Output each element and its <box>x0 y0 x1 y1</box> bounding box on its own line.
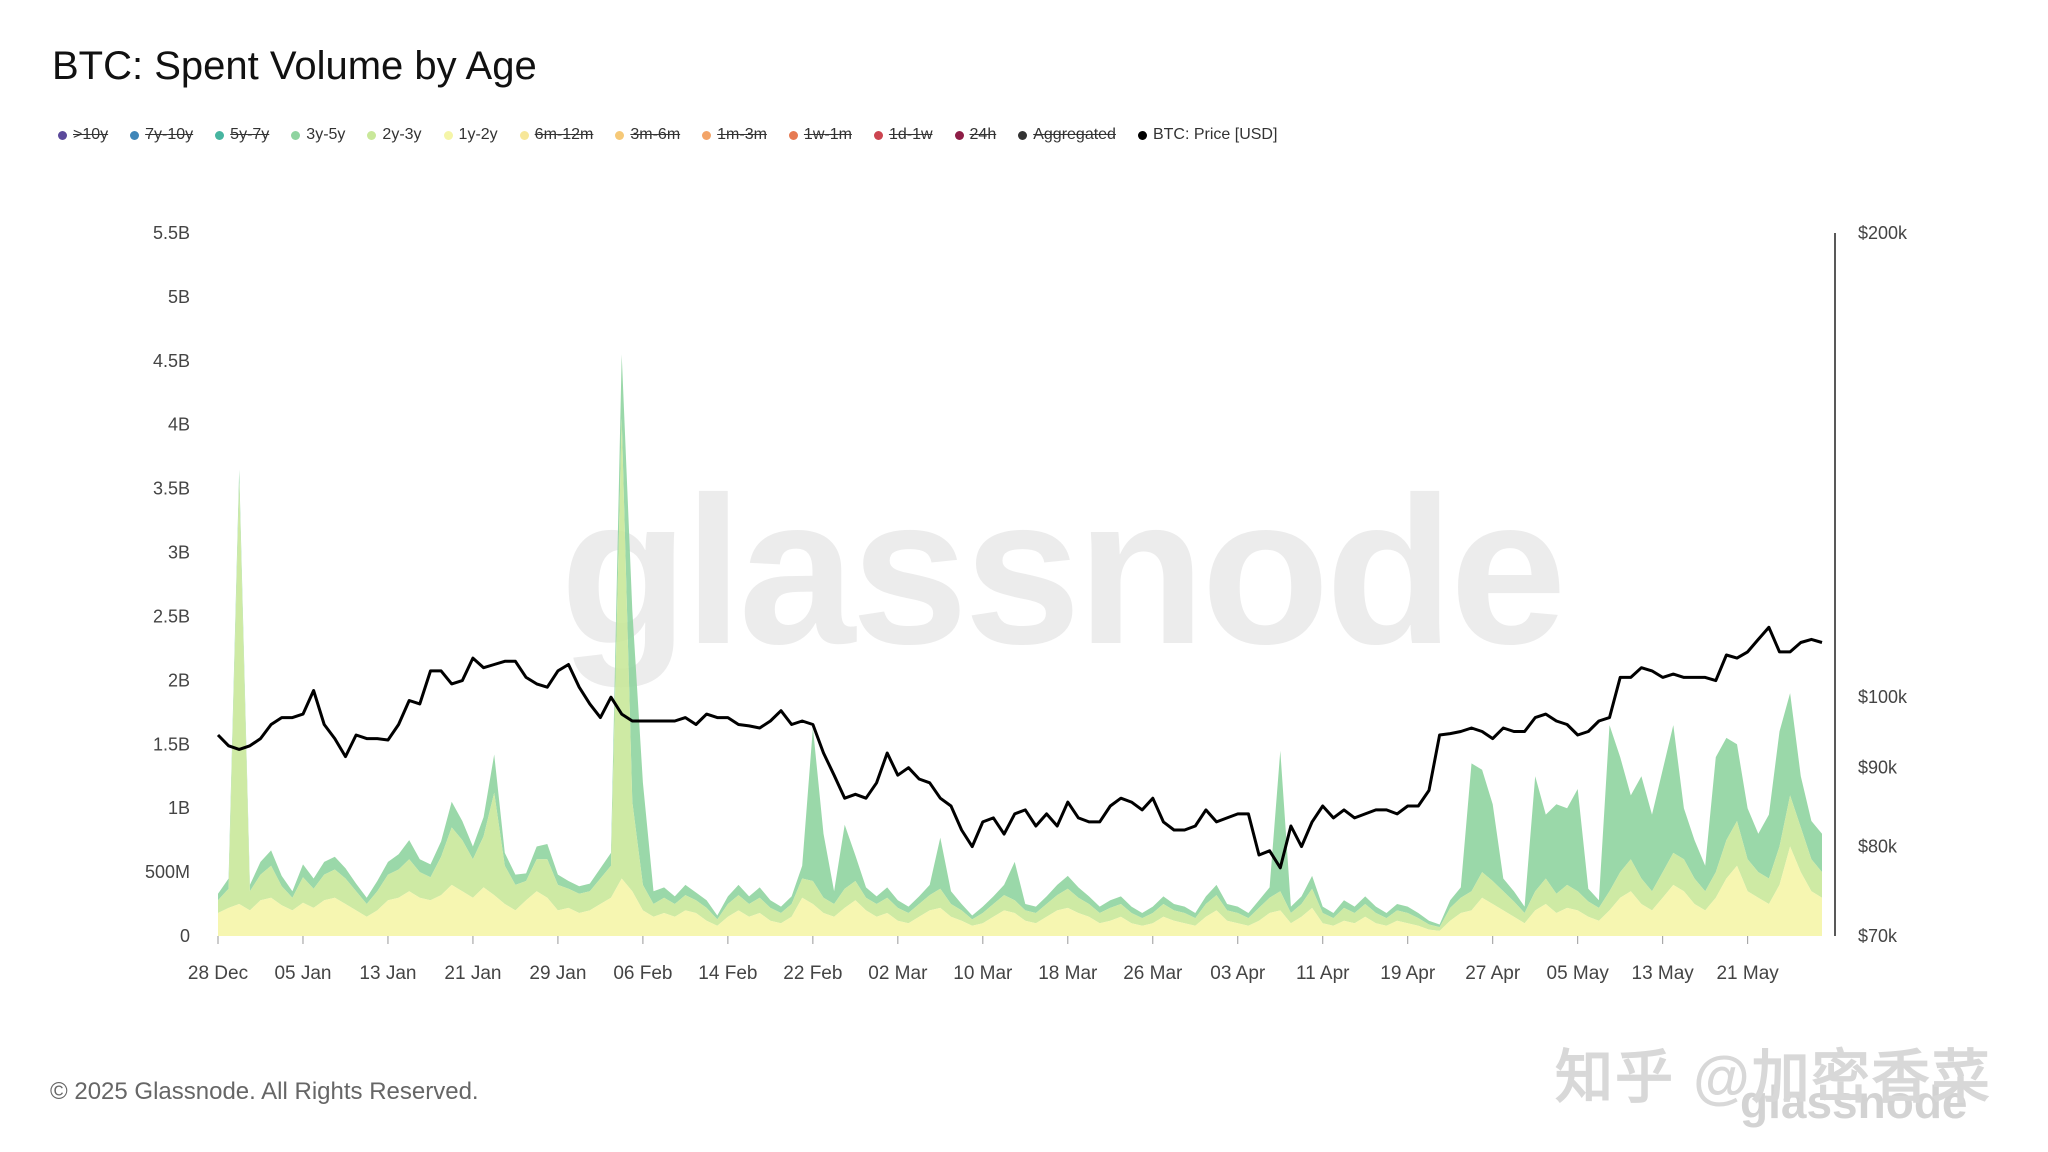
area-series-2y-3y <box>218 418 1822 931</box>
x-tick-label: 10 Mar <box>953 963 1013 984</box>
y-left-tick-label: 500M <box>145 862 190 882</box>
y-right-tick-label: $200k <box>1858 223 1908 243</box>
legend-label: 1m-3m <box>717 126 767 143</box>
legend-label: 1w-1m <box>803 126 852 143</box>
legend-dot-icon <box>1137 130 1147 140</box>
x-tick-label: 27 Apr <box>1465 963 1521 984</box>
legend-label: 3y-5y <box>306 126 346 143</box>
legend-item[interactable]: 3y-5y <box>291 126 345 144</box>
legend-item[interactable]: >10y <box>58 126 108 144</box>
legend-dot-icon <box>702 130 712 140</box>
y-right-tick-label: $80k <box>1858 837 1898 857</box>
y-left-tick-label: 2B <box>168 670 190 690</box>
x-tick-label: 26 Mar <box>1123 963 1183 984</box>
right-axis: $70k $80k $90k $100k $200k <box>1834 223 1908 946</box>
legend-dot-icon <box>954 130 964 140</box>
y-right-tick-label: $90k <box>1858 758 1898 778</box>
left-axis: 0 500M 1B 1.5B 2B 2.5B 3B 3.5B 4B 4.5B 5B 5.5B <box>145 223 190 946</box>
y-right-tick-label: $70k <box>1858 926 1898 946</box>
x-tick-label: 21 Jan <box>444 963 501 984</box>
x-tick-label: 02 Mar <box>868 963 928 984</box>
y-left-tick-label: 4.5B <box>153 351 190 371</box>
legend-label: 5y-7y <box>230 126 270 143</box>
y-right-tick-label: $100k <box>1858 687 1908 707</box>
x-tick-label: 14 Feb <box>698 963 757 984</box>
legend-item[interactable]: 3m-6m <box>615 126 680 144</box>
legend-dot-icon <box>615 130 625 140</box>
legend-dot-icon <box>58 130 67 140</box>
area-series-group <box>218 354 1822 936</box>
legend-item[interactable]: Aggregated <box>1018 126 1116 144</box>
x-tick-label: 13 May <box>1632 963 1695 984</box>
y-left-tick-label: 2.5B <box>153 606 190 626</box>
legend-item[interactable]: 7y-10y <box>130 126 193 144</box>
legend-dot-icon <box>443 130 453 140</box>
legend-item[interactable]: 1y-2y <box>443 126 498 144</box>
x-axis: 28 Dec 05 Jan 13 Jan 21 Jan 29 Jan 06 Feb 14 F… <box>188 936 1779 984</box>
legend-item[interactable]: 6m-12m <box>519 126 594 144</box>
y-left-tick-label: 5B <box>168 287 190 307</box>
legend-item[interactable]: 1m-3m <box>702 126 767 144</box>
legend-label: 6m-12m <box>534 126 594 143</box>
legend-label: BTC: Price [USD] <box>1152 126 1278 143</box>
legend-item[interactable]: 2y-3y <box>367 126 422 144</box>
legend-label: 7y-10y <box>145 126 194 143</box>
y-left-tick-label: 3B <box>168 543 190 563</box>
legend-dot-icon <box>291 130 301 140</box>
x-tick-label: 13 Jan <box>359 963 416 984</box>
legend-dot-icon <box>215 130 225 140</box>
legend-dot-icon <box>519 130 529 140</box>
x-tick-label: 19 Apr <box>1380 963 1436 984</box>
legend-label: 2y-3y <box>382 126 422 143</box>
legend-label: 1y-2y <box>458 126 498 143</box>
legend-item[interactable]: 1w-1m <box>788 126 852 144</box>
x-tick-label: 06 Feb <box>613 963 672 984</box>
legend-label: >10y <box>73 126 109 143</box>
y-left-tick-label: 1.5B <box>153 734 190 754</box>
y-left-tick-label: 5.5B <box>153 223 190 243</box>
chart-legend: >10y 7y-10y 5y-7y 3y-5y 2y-3y 1y-2y 6m-12m 3m-6… <box>58 126 1299 144</box>
x-tick-label: 11 Apr <box>1296 963 1350 984</box>
x-tick-label: 03 Apr <box>1210 963 1266 984</box>
y-left-tick-label: 4B <box>168 415 190 435</box>
x-tick-label: 18 Mar <box>1038 963 1098 984</box>
copyright-text: © 2025 Glassnode. All Rights Reserved. <box>50 1078 479 1105</box>
legend-label: 3m-6m <box>630 126 681 143</box>
overlay-watermark-sub: glassnode <box>1740 1076 1968 1128</box>
x-tick-label: 28 Dec <box>188 963 248 984</box>
legend-item[interactable]: 24h <box>954 126 997 144</box>
legend-item[interactable]: BTC: Price [USD] <box>1137 126 1278 144</box>
y-left-tick-label: 1B <box>168 798 190 818</box>
legend-item[interactable]: 5y-7y <box>215 126 269 144</box>
legend-dot-icon <box>1018 130 1028 140</box>
x-tick-label: 05 May <box>1547 963 1610 984</box>
y-left-tick-label: 0 <box>180 926 190 946</box>
price-line <box>216 625 1823 870</box>
legend-label: 24h <box>969 126 997 143</box>
area-series-1y-2y <box>218 846 1822 936</box>
legend-dot-icon <box>788 130 798 140</box>
price-line-group <box>216 625 1823 870</box>
legend-dot-icon <box>873 130 883 140</box>
legend-item[interactable]: 1d-1w <box>873 126 933 144</box>
area-series-3y-5y <box>218 354 1822 928</box>
legend-label: 1d-1w <box>888 126 933 143</box>
watermark-text: glassnode <box>560 453 1567 688</box>
legend-dot-icon <box>367 130 377 140</box>
x-tick-label: 29 Jan <box>529 963 586 984</box>
legend-label: Aggregated <box>1033 126 1116 143</box>
page-title: BTC: Spent Volume by Age <box>52 44 537 88</box>
x-tick-label: 22 Feb <box>783 963 842 984</box>
x-tick-label: 21 May <box>1716 963 1779 984</box>
overlay-watermark: 知乎 @加密香菜 <box>1555 1045 1992 1110</box>
x-tick-label: 05 Jan <box>274 963 331 984</box>
y-left-tick-label: 3.5B <box>153 479 190 499</box>
legend-dot-icon <box>130 130 140 140</box>
